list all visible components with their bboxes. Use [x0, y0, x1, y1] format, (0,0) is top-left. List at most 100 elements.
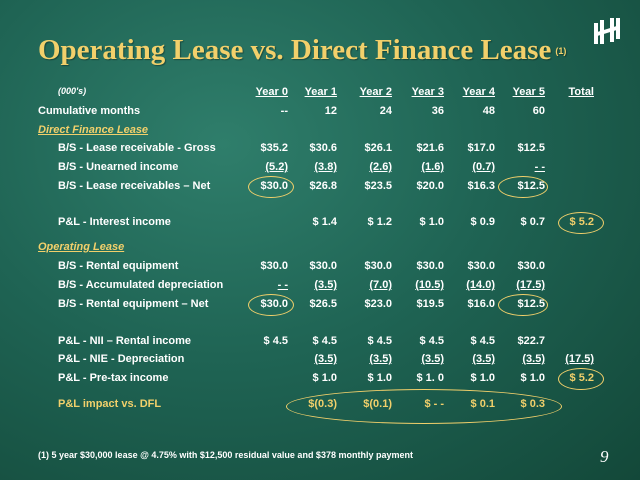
cell: 60	[532, 105, 545, 117]
cell: $ 1. 0	[416, 372, 444, 384]
cell: - -	[534, 161, 545, 173]
column-header: Total	[568, 86, 594, 98]
cell: $20.0	[416, 180, 444, 192]
table-row: B/S - Lease receivable - Gross $35.2 $30…	[0, 142, 640, 158]
row-label: Cumulative months	[38, 105, 141, 117]
column-header: Year 4	[462, 86, 495, 98]
row-label: B/S - Lease receivables – Net	[58, 180, 211, 192]
cell: $35.2	[260, 142, 288, 154]
table-row: P&L - Pre-tax income $ 1.0 $ 1.0 $ 1. 0 …	[0, 372, 640, 388]
section-heading-dfl: Direct Finance Lease	[38, 124, 149, 136]
cell: $ 4.5	[470, 335, 495, 347]
table-row: B/S - Unearned income (5.2) (3.8) (2.6) …	[0, 161, 640, 177]
table-row: Cumulative months -- 12 24 36 48 60	[0, 105, 640, 121]
highlight-oval	[498, 176, 548, 198]
row-label: B/S - Lease receivable - Gross	[58, 142, 216, 154]
cell: (10.5)	[415, 279, 444, 291]
column-header: Year 5	[512, 86, 545, 98]
section-heading-row: Operating Lease	[0, 241, 640, 257]
units-label: (000's)	[58, 86, 87, 96]
cell: (3.5)	[369, 353, 392, 365]
cell: $ 4.5	[263, 335, 288, 347]
cell: $21.6	[416, 142, 444, 154]
cell: $ 1.2	[367, 216, 392, 228]
cell: (5.2)	[265, 161, 288, 173]
cell: $23.0	[364, 298, 392, 310]
cell: (3.5)	[421, 353, 444, 365]
cell: (3.5)	[522, 353, 545, 365]
table-row: P&L - Interest income $ 1.4 $ 1.2 $ 1.0 …	[0, 216, 640, 232]
cell: $ 4.5	[419, 335, 444, 347]
title-footnote-marker: (1)	[555, 46, 567, 56]
cell: (17.5)	[516, 279, 545, 291]
column-header: Year 2	[359, 86, 392, 98]
table-row: B/S - Accumulated depreciation - - (3.5)…	[0, 279, 640, 295]
cell: (3.5)	[314, 353, 337, 365]
cell: (3.5)	[472, 353, 495, 365]
cell: $30.0	[260, 260, 288, 272]
column-header: Year 1	[304, 86, 337, 98]
section-heading-ol: Operating Lease	[38, 241, 125, 253]
cell: (3.8)	[314, 161, 337, 173]
page-title: Operating Lease vs. Direct Finance Lease…	[38, 34, 567, 66]
cell: $30.0	[416, 260, 444, 272]
cell: $26.5	[309, 298, 337, 310]
cell: 36	[431, 105, 444, 117]
cell: $16.0	[467, 298, 495, 310]
cell: $23.5	[364, 180, 392, 192]
cell: (14.0)	[466, 279, 495, 291]
row-label: P&L impact vs. DFL	[58, 398, 162, 410]
highlight-oval-impact	[286, 389, 562, 424]
cell: --	[280, 105, 288, 117]
highlight-oval	[248, 176, 294, 198]
highlight-oval	[248, 294, 294, 316]
row-label: B/S - Rental equipment	[58, 260, 179, 272]
page-number: 9	[600, 447, 609, 466]
cell: $ 0.9	[470, 216, 495, 228]
table-row: P&L - NII – Rental income $ 4.5 $ 4.5 $ …	[0, 335, 640, 351]
column-header: Year 3	[411, 86, 444, 98]
table-row: B/S - Rental equipment $30.0 $30.0 $30.0…	[0, 260, 640, 276]
cell: $12.5	[517, 142, 545, 154]
cell: $19.5	[416, 298, 444, 310]
cell: $ 4.5	[367, 335, 392, 347]
cell: $30.6	[309, 142, 337, 154]
cell: $30.0	[467, 260, 495, 272]
cell: $30.0	[517, 260, 545, 272]
cell: $ 1.0	[312, 372, 337, 384]
cell: $ 0.7	[520, 216, 545, 228]
highlight-oval	[558, 212, 604, 234]
company-logo-icon	[594, 18, 620, 44]
highlight-oval	[498, 294, 548, 316]
section-heading-row: Direct Finance Lease	[0, 124, 640, 140]
cell: $30.0	[364, 260, 392, 272]
cell: (0.7)	[472, 161, 495, 173]
row-label: P&L - NII – Rental income	[58, 335, 192, 347]
footnote: (1) 5 year $30,000 lease @ 4.75% with $1…	[38, 450, 413, 460]
cell: $22.7	[517, 335, 545, 347]
row-label: B/S - Accumulated depreciation	[58, 279, 224, 291]
cell: (17.5)	[565, 353, 594, 365]
table-header-row: (000's) Year 0 Year 1 Year 2 Year 3 Year…	[0, 86, 640, 102]
cell: $ 1.4	[312, 216, 337, 228]
row-label: P&L - Pre-tax income	[58, 372, 169, 384]
cell: $26.1	[364, 142, 392, 154]
table-row: P&L - NIE - Depreciation (3.5) (3.5) (3.…	[0, 353, 640, 369]
highlight-oval	[558, 368, 604, 390]
column-header: Year 0	[255, 86, 288, 98]
cell: $ 1.0	[470, 372, 495, 384]
cell: (3.5)	[314, 279, 337, 291]
cell: (7.0)	[369, 279, 392, 291]
row-label: B/S - Unearned income	[58, 161, 179, 173]
cell: 24	[379, 105, 392, 117]
cell: $ 1.0	[419, 216, 444, 228]
row-label: P&L - Interest income	[58, 216, 171, 228]
cell: $ 4.5	[312, 335, 337, 347]
row-label: P&L - NIE - Depreciation	[58, 353, 185, 365]
cell: $30.0	[309, 260, 337, 272]
cell: - -	[277, 279, 288, 291]
cell: $16.3	[467, 180, 495, 192]
cell: $ 1.0	[367, 372, 392, 384]
cell: (2.6)	[369, 161, 392, 173]
cell: 12	[324, 105, 337, 117]
